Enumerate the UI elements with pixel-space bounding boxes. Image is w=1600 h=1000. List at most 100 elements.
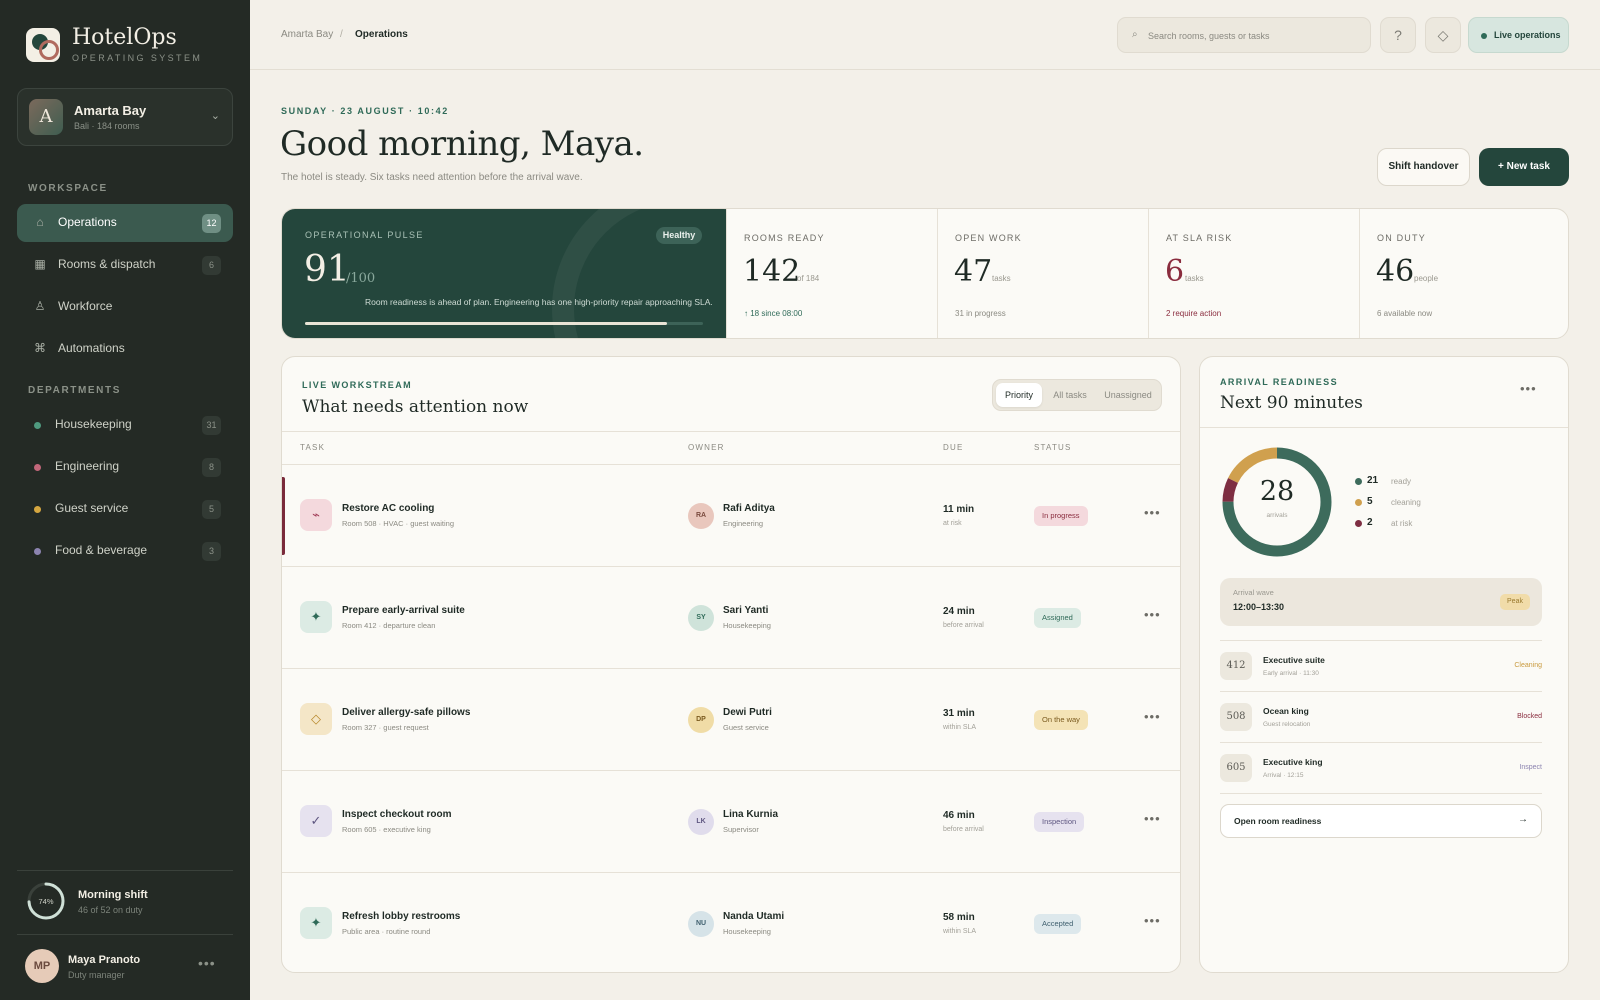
arrival-title: Next 90 minutes [1220, 393, 1363, 413]
notifications-button[interactable]: ◇ [1425, 17, 1461, 53]
pulse-label: OPERATIONAL PULSE [305, 230, 424, 240]
more-icon[interactable]: ••• [1144, 607, 1161, 622]
table-row[interactable]: ⌁ Restore AC cooling Room 508 · HVAC · gue… [282, 465, 1180, 567]
property-switcher[interactable]: A Amarta Bay Bali · 184 rooms ⌄ [17, 88, 233, 146]
workstream-kicker: LIVE WORKSTREAM [302, 380, 412, 390]
current-date: SUNDAY · 23 AUGUST · 10:42 [281, 106, 449, 116]
due-note: within SLA [943, 724, 977, 731]
more-icon[interactable]: ••• [1520, 381, 1537, 396]
table-row[interactable]: ✦ Prepare early-arrival suite Room 412 · d… [282, 567, 1180, 669]
divider [282, 566, 1180, 567]
kpi-unit: tasks [1185, 274, 1204, 283]
topbar [250, 0, 1600, 70]
sidebar-item-automations[interactable]: ⌘ Automations [17, 330, 233, 368]
arrival-readiness-panel: ARRIVAL READINESS Next 90 minutes ••• 28… [1199, 356, 1569, 973]
operational-pulse-card[interactable]: OPERATIONAL PULSE Healthy 91 /100 Room r… [282, 209, 726, 338]
sidebar-item-housekeeping[interactable]: Housekeeping 31 [17, 406, 233, 444]
person-icon: ♙ [34, 299, 46, 313]
owner-name: Dewi Putri [723, 707, 772, 718]
open-room-readiness-button[interactable]: Open room readiness → [1220, 804, 1542, 838]
arrival-kicker: ARRIVAL READINESS [1220, 377, 1338, 387]
property-avatar: A [29, 99, 63, 135]
room-name: Ocean king [1263, 706, 1309, 716]
table-row[interactable]: ◇ Deliver allergy-safe pillows Room 327 · … [282, 669, 1180, 771]
divider [282, 431, 1180, 432]
legend-label-ready: ready [1391, 477, 1412, 486]
pulse-of: /100 [346, 271, 376, 286]
divider [282, 770, 1180, 771]
help-button[interactable]: ? [1380, 17, 1416, 53]
sidebar: HotelOps OPERATING SYSTEM A Amarta Bay B… [0, 0, 250, 1000]
breadcrumb-parent[interactable]: Amarta Bay [281, 29, 334, 40]
room-item[interactable]: 605 Executive king Arrival · 12:15 Inspe… [1220, 742, 1542, 793]
legend-dot-cleaning [1355, 499, 1362, 506]
room-item[interactable]: 508 Ocean king Guest relocation Blocked [1220, 691, 1542, 742]
property-name: Amarta Bay [74, 103, 147, 118]
more-icon[interactable]: ••• [198, 955, 216, 971]
tab-priority[interactable]: Priority [996, 383, 1042, 407]
search-box[interactable]: ⌕ [1117, 17, 1371, 53]
more-icon[interactable]: ••• [1144, 913, 1161, 928]
sidebar-item-guest-service[interactable]: Guest service 5 [17, 490, 233, 528]
pulse-value: 91 [304, 249, 350, 290]
kpi-label: ON DUTY [1377, 233, 1426, 243]
divider [282, 872, 1180, 873]
avatar[interactable]: MP [25, 949, 59, 983]
kpi-on-duty[interactable]: ON DUTY 46 people 6 available now [1359, 209, 1568, 338]
room-number: 508 [1220, 703, 1252, 731]
kpi-strip: OPERATIONAL PULSE Healthy 91 /100 Room r… [281, 208, 1569, 339]
sidebar-item-label: Housekeeping [55, 417, 132, 431]
arrow-right-icon: → [1518, 814, 1528, 825]
room-item[interactable]: 412 Executive suite Early arrival · 11:3… [1220, 640, 1542, 691]
department-dot [34, 548, 41, 555]
sidebar-item-engineering[interactable]: Engineering 8 [17, 448, 233, 486]
avatar: NU [688, 911, 714, 937]
live-operations-label: Live operations [1494, 30, 1561, 40]
app-logo [26, 28, 60, 62]
divider [282, 668, 1180, 669]
status-badge: On the way [1034, 710, 1088, 730]
sidebar-item-operations[interactable]: ⌂ Operations 12 [17, 204, 233, 242]
legend-dot-ready [1355, 478, 1362, 485]
more-icon[interactable]: ••• [1144, 505, 1161, 520]
due-value: 58 min [943, 912, 975, 923]
search-icon: ⌕ [1132, 29, 1138, 40]
tab-unassigned[interactable]: Unassigned [1104, 390, 1152, 400]
owner-department: Housekeeping [723, 927, 771, 936]
app-name: HotelOps [72, 25, 177, 50]
status-badge: Assigned [1034, 608, 1081, 628]
sidebar-item-food-beverage[interactable]: Food & beverage 3 [17, 532, 233, 570]
new-task-button[interactable]: + New task [1479, 148, 1569, 186]
sidebar-item-count: 31 [202, 416, 221, 435]
arrivals-total-label: arrivals [1266, 512, 1288, 519]
room-status: Cleaning [1514, 662, 1542, 669]
kpi-unit: of 184 [797, 274, 820, 283]
task-name: Prepare early-arrival suite [342, 605, 465, 616]
status-badge: Peak [1500, 594, 1530, 610]
tab-all-tasks[interactable]: All tasks [1053, 390, 1087, 400]
live-operations-button[interactable]: Live operations [1468, 17, 1569, 53]
pulse-note: Room readiness is ahead of plan. Enginee… [365, 297, 713, 307]
kpi-sub: 2 require action [1166, 309, 1222, 318]
kpi-open-work[interactable]: OPEN WORK 47 tasks 31 in progress [937, 209, 1148, 338]
kpi-rooms-ready[interactable]: ROOMS READY 142 of 184 ↑ 18 since 08:00 [726, 209, 937, 338]
sidebar-item-rooms-dispatch[interactable]: ▦ Rooms & dispatch 6 [17, 246, 233, 284]
shift-handover-button[interactable]: Shift handover [1377, 148, 1470, 186]
room-number: 605 [1220, 754, 1252, 782]
room-name: Executive king [1263, 757, 1323, 767]
kpi-sla-risk[interactable]: AT SLA RISK 6 tasks 2 require action [1148, 209, 1359, 338]
sidebar-item-workforce[interactable]: ♙ Workforce [17, 288, 233, 326]
column-header-due: DUE [943, 443, 964, 452]
more-icon[interactable]: ••• [1144, 811, 1161, 826]
task-name: Restore AC cooling [342, 503, 435, 514]
legend-label-at-risk: at risk [1391, 519, 1413, 528]
search-input[interactable] [1148, 27, 1358, 45]
table-row[interactable]: ✦ Refresh lobby restrooms Public area · ro… [282, 873, 1180, 972]
kpi-label: ROOMS READY [744, 233, 825, 243]
shift-percent: 74% [38, 897, 53, 906]
more-icon[interactable]: ••• [1144, 709, 1161, 724]
legend-value-cleaning: 5 [1367, 496, 1373, 507]
diamond-bell-icon: ◇ [1437, 27, 1449, 43]
table-row[interactable]: ✓ Inspect checkout room Room 605 · executi… [282, 771, 1180, 873]
avatar: RA [688, 503, 714, 529]
